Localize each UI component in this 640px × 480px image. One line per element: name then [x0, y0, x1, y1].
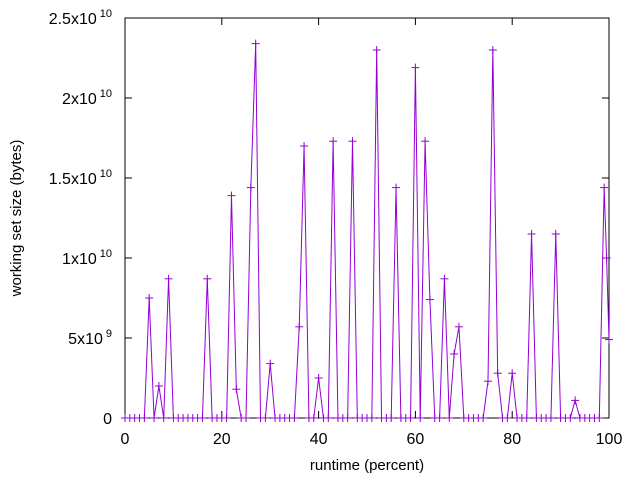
- data-point: [150, 414, 159, 422]
- data-point: [508, 369, 517, 378]
- data-point: [343, 414, 352, 422]
- data-point: [435, 414, 444, 422]
- data-point: [324, 414, 333, 422]
- y-tick-label: 1.5x10 10: [49, 168, 112, 188]
- data-point: [329, 137, 338, 146]
- data-point: [295, 322, 304, 331]
- data-point: [290, 414, 299, 422]
- data-point: [300, 142, 309, 150]
- y-tick-label-exponent: 10: [100, 88, 112, 100]
- x-tick-label: 60: [407, 431, 425, 448]
- data-point: [348, 137, 357, 146]
- data-point: [484, 377, 492, 386]
- data-point: [164, 274, 173, 283]
- x-tick-label: 40: [310, 431, 328, 448]
- data-point: [479, 414, 488, 422]
- y-tick-label-base: 2.5x10: [49, 11, 97, 28]
- y-tick-label: 5x10 9: [68, 328, 112, 348]
- y-tick-label: 0: [103, 411, 112, 428]
- data-point: [227, 191, 236, 200]
- y-tick-label-exponent: 10: [100, 248, 112, 260]
- y-tick-label: 2x10 10: [62, 88, 112, 108]
- data-point: [203, 274, 212, 283]
- data-point: [595, 414, 604, 422]
- data-point: [242, 414, 250, 422]
- y-axis-label: working set size (bytes): [8, 140, 25, 298]
- data-point: [566, 414, 575, 422]
- data-point: [450, 350, 459, 358]
- y-tick-label-exponent: 9: [106, 328, 112, 340]
- data-point: [314, 374, 323, 382]
- y-tick-label-base: 5x10: [68, 331, 103, 348]
- data-point: [246, 183, 255, 192]
- y-tick-label: 1x10 10: [62, 248, 112, 268]
- data-point: [527, 230, 536, 238]
- series-points: [121, 39, 613, 422]
- x-tick-label: 0: [121, 431, 130, 448]
- y-tick-label-base: 1x10: [62, 251, 97, 268]
- y-tick-label-base: 0: [103, 411, 112, 428]
- data-point: [503, 414, 512, 422]
- data-point: [145, 294, 154, 302]
- data-point: [600, 183, 609, 192]
- data-point: [440, 274, 449, 283]
- data-point: [605, 335, 613, 344]
- data-point: [411, 63, 420, 72]
- data-point: [372, 46, 381, 54]
- data-point: [445, 414, 454, 422]
- data-point: [261, 414, 270, 422]
- data-point: [222, 414, 231, 422]
- x-tick-label: 100: [596, 431, 623, 448]
- data-point: [309, 414, 318, 422]
- data-point: [154, 382, 163, 390]
- data-point: [551, 230, 560, 238]
- y-tick-label: 2.5x10 10: [49, 8, 112, 28]
- data-point: [571, 396, 580, 405]
- data-point: [159, 414, 168, 422]
- y-tick-label-exponent: 10: [100, 168, 112, 180]
- data-point: [454, 322, 463, 331]
- y-tick-label-base: 1.5x10: [49, 171, 97, 188]
- data-point: [406, 414, 415, 422]
- x-tick-label: 20: [213, 431, 231, 448]
- data-point: [602, 254, 611, 262]
- data-point: [140, 414, 149, 422]
- y-tick-label-base: 2x10: [62, 91, 97, 108]
- x-axis-label: runtime (percent): [310, 457, 424, 474]
- data-point: [367, 414, 376, 422]
- data-point: [493, 369, 502, 378]
- data-point: [266, 359, 275, 368]
- data-point: [522, 414, 531, 422]
- data-point: [488, 46, 497, 54]
- data-point: [232, 385, 241, 394]
- data-point: [387, 414, 396, 422]
- data-point: [546, 414, 555, 422]
- y-tick-label-exponent: 10: [100, 8, 112, 20]
- x-tick-label: 80: [503, 431, 521, 448]
- data-point: [198, 414, 207, 422]
- data-point: [425, 295, 434, 304]
- data-point: [416, 414, 425, 422]
- data-point: [421, 137, 430, 146]
- data-point: [251, 39, 260, 48]
- data-point: [392, 183, 401, 192]
